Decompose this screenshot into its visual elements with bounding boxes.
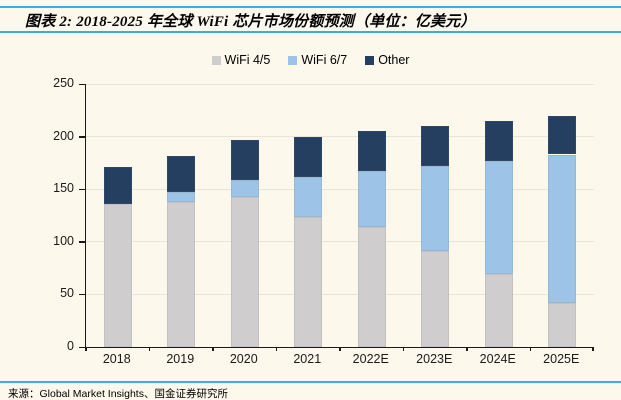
x-tick-label: 2021 (293, 352, 322, 366)
bar-segment (294, 176, 323, 217)
x-axis-tick (148, 347, 150, 351)
bar-segment (421, 166, 450, 252)
y-axis-tick (79, 346, 85, 348)
chart-legend: WiFi 4/5 WiFi 6/7 Other (0, 53, 621, 67)
bar-segment (484, 274, 513, 347)
bar-segment (421, 251, 450, 347)
x-axis-tick (85, 347, 87, 351)
legend-item: Other (365, 53, 409, 67)
legend-label: WiFi 6/7 (301, 53, 348, 67)
x-tick-label: 2022E (352, 352, 389, 366)
x-tick-label: 2019 (166, 352, 195, 366)
bar-segment (548, 154, 577, 303)
y-tick-label: 0 (67, 339, 74, 353)
figure-title: 图表 2: 2018-2025 年全球 WiFi 芯片市场份额预测（单位：亿美元… (25, 14, 476, 30)
y-tick-label: 50 (60, 286, 74, 301)
legend-item: WiFi 6/7 (288, 53, 347, 67)
bar-segment (167, 192, 196, 202)
legend-item: WiFi 4/5 (211, 53, 271, 67)
legend-swatch (211, 55, 221, 65)
gridline (86, 136, 594, 138)
bar-segment (103, 167, 132, 204)
y-tick-label: 150 (53, 181, 74, 196)
legend-label: Other (378, 53, 410, 67)
y-tick-label: 200 (53, 128, 74, 143)
bar-segment (357, 131, 386, 172)
title-top-rule (0, 6, 621, 8)
title-bottom-rule (0, 31, 621, 33)
bar-segment (357, 227, 386, 347)
y-axis-tick (79, 241, 85, 243)
x-tick-label: 2025E (543, 352, 580, 366)
bar-segment (167, 155, 196, 193)
x-axis-tick (592, 347, 594, 351)
bar-segment (230, 139, 259, 180)
y-axis-tick (79, 83, 85, 85)
footer-rule (0, 381, 621, 383)
x-tick-label: 2023E (416, 352, 453, 366)
gridline (86, 293, 594, 295)
source-note: 来源：Global Market Insights、国金证券研究所 (8, 388, 228, 400)
y-tick-label: 250 (53, 76, 74, 90)
x-axis-tick (275, 347, 277, 351)
bar-segment (167, 201, 196, 347)
bar-segment (548, 115, 577, 155)
gridline (86, 241, 594, 243)
bar-segment (484, 160, 513, 275)
y-tick-label: 100 (53, 233, 74, 248)
bar-segment (294, 136, 323, 177)
y-axis-tick (79, 293, 85, 296)
bar-segment (548, 302, 577, 347)
gridline (86, 83, 594, 85)
x-axis-tick (529, 347, 531, 351)
bar-segment (421, 126, 450, 167)
plot-area (85, 83, 594, 348)
bar-segment (484, 120, 513, 161)
y-axis-tick (79, 136, 85, 138)
bar-segment (230, 196, 259, 347)
x-tick-label: 2018 (102, 352, 131, 366)
legend-swatch (288, 55, 298, 65)
legend-swatch (365, 55, 375, 65)
bar-segment (294, 216, 323, 347)
bar-segment (357, 171, 386, 228)
x-tick-label: 2024E (479, 352, 516, 366)
gridline (86, 188, 594, 190)
x-axis-tick (339, 347, 341, 351)
x-axis-tick (402, 347, 404, 351)
x-axis-tick (466, 347, 468, 351)
bar-segment (230, 179, 259, 197)
y-axis-tick (79, 188, 85, 191)
legend-label: WiFi 4/5 (224, 53, 271, 67)
bar-segment (103, 203, 132, 347)
x-axis-tick (212, 347, 214, 351)
x-tick-label: 2020 (229, 352, 258, 366)
